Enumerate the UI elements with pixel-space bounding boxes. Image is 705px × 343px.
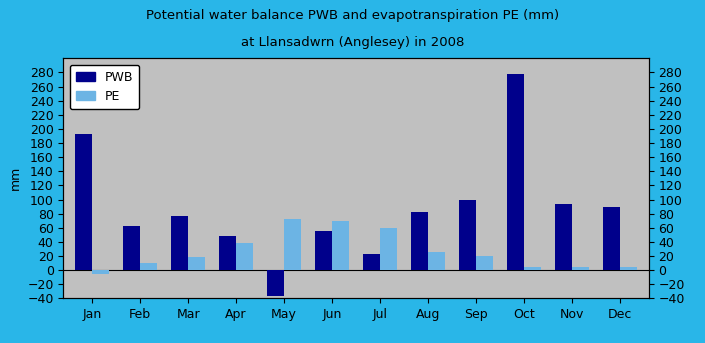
Bar <box>572 267 589 270</box>
Bar <box>411 212 428 270</box>
Bar <box>92 270 109 274</box>
Y-axis label: mm: mm <box>8 166 22 190</box>
Bar <box>219 236 236 270</box>
Bar <box>123 226 140 270</box>
Bar <box>380 228 397 270</box>
Bar <box>75 134 92 270</box>
Bar <box>267 270 284 296</box>
Bar <box>315 231 332 270</box>
Text: Potential water balance PWB and evapotranspiration PE (mm): Potential water balance PWB and evapotra… <box>146 9 559 22</box>
Bar <box>188 257 205 270</box>
Text: at Llansadwrn (Anglesey) in 2008: at Llansadwrn (Anglesey) in 2008 <box>241 36 464 49</box>
Bar <box>507 74 524 270</box>
Legend: PWB, PE: PWB, PE <box>70 64 140 109</box>
Bar <box>140 263 157 270</box>
Bar <box>524 267 541 270</box>
Bar <box>236 243 253 270</box>
Bar <box>363 254 380 270</box>
Bar <box>171 216 188 270</box>
Bar <box>459 200 476 270</box>
Bar <box>332 221 349 270</box>
Bar <box>428 252 445 270</box>
Bar <box>476 256 493 270</box>
Bar <box>555 204 572 270</box>
Bar <box>603 206 620 270</box>
Bar <box>284 219 301 270</box>
Bar <box>620 267 637 270</box>
